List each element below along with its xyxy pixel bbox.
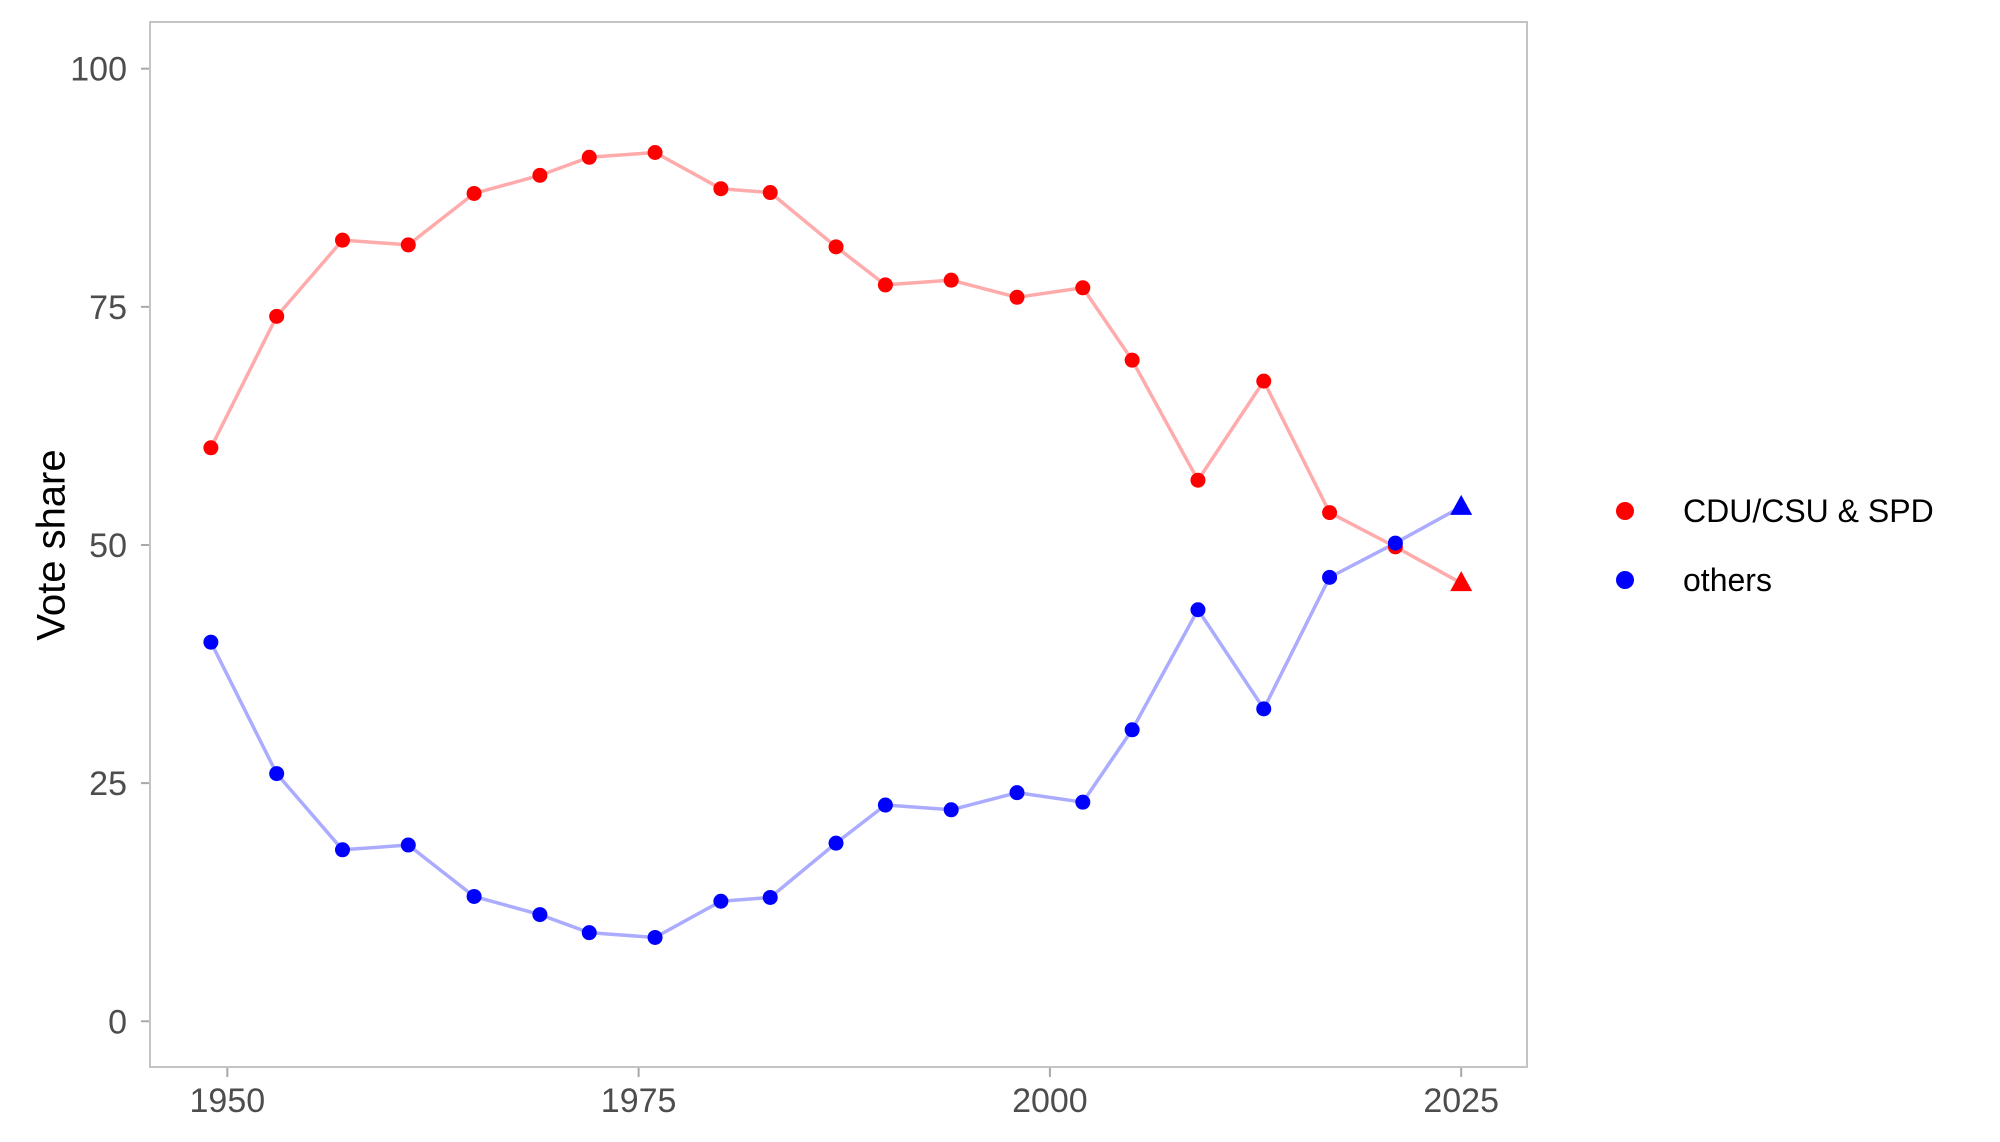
data-point-cducsu-spd bbox=[400, 237, 416, 253]
series-line-others bbox=[209, 505, 1463, 940]
data-point-others bbox=[762, 889, 778, 905]
data-point-others bbox=[334, 842, 350, 858]
data-point-cducsu-spd bbox=[1075, 280, 1091, 296]
data-point-others bbox=[532, 907, 548, 923]
data-point-others bbox=[1124, 722, 1140, 738]
data-point-others bbox=[1322, 569, 1338, 585]
x-tick-label: 2000 bbox=[1012, 1082, 1088, 1120]
y-tick-label: 75 bbox=[89, 289, 127, 327]
x-tick-label: 2025 bbox=[1423, 1082, 1499, 1120]
legend-item-cducsu-spd: CDU/CSU & SPD bbox=[1616, 493, 1934, 529]
legend-label-others: others bbox=[1683, 561, 1772, 598]
y-tick-label: 50 bbox=[89, 527, 127, 565]
data-point-cducsu-spd bbox=[877, 277, 893, 293]
legend-item-others: others bbox=[1616, 562, 1934, 598]
data-point-cducsu-spd bbox=[466, 185, 482, 201]
data-point-cducsu-spd bbox=[1190, 472, 1206, 488]
data-point-cducsu-spd bbox=[334, 232, 350, 248]
data-point-others bbox=[1009, 785, 1025, 801]
data-point-cducsu-spd bbox=[828, 239, 844, 255]
data-point-cducsu-spd bbox=[1009, 289, 1025, 305]
data-point-cducsu-spd bbox=[762, 185, 778, 201]
data-point-cducsu-spd bbox=[269, 308, 285, 324]
data-point-cducsu-spd bbox=[943, 272, 959, 288]
data-point-cducsu-spd bbox=[581, 149, 597, 165]
data-point-cducsu-spd bbox=[1322, 505, 1338, 521]
legend-swatch-blue-icon bbox=[1616, 571, 1634, 589]
data-point-triangle-cducsu-spd bbox=[1450, 571, 1473, 592]
data-point-triangle-others bbox=[1450, 494, 1473, 515]
legend-label-cducsu-spd: CDU/CSU & SPD bbox=[1683, 492, 1934, 529]
y-axis-title: Vote share bbox=[29, 449, 74, 641]
data-point-others bbox=[828, 835, 844, 851]
data-point-others bbox=[1387, 535, 1403, 551]
data-point-others bbox=[647, 929, 663, 945]
data-point-cducsu-spd bbox=[647, 145, 663, 161]
data-point-others bbox=[581, 925, 597, 941]
data-point-cducsu-spd bbox=[1256, 373, 1272, 389]
data-point-cducsu-spd bbox=[1124, 352, 1140, 368]
series-line-cducsu-spd bbox=[209, 150, 1463, 585]
data-point-cducsu-spd bbox=[532, 167, 548, 183]
data-point-others bbox=[943, 802, 959, 818]
legend-swatch-red-icon bbox=[1616, 502, 1634, 520]
y-tick-label: 100 bbox=[70, 51, 127, 89]
data-point-others bbox=[269, 766, 285, 782]
data-point-others bbox=[1256, 701, 1272, 717]
data-point-others bbox=[877, 797, 893, 813]
data-point-others bbox=[713, 893, 729, 909]
data-point-cducsu-spd bbox=[203, 440, 219, 456]
y-tick-label: 25 bbox=[89, 765, 127, 803]
y-tick-label: 0 bbox=[108, 1003, 127, 1041]
x-tick-label: 1950 bbox=[190, 1082, 266, 1120]
x-tick-label: 1975 bbox=[601, 1082, 677, 1120]
data-point-others bbox=[466, 888, 482, 904]
data-point-others bbox=[203, 634, 219, 650]
data-point-cducsu-spd bbox=[713, 181, 729, 197]
data-point-others bbox=[1075, 794, 1091, 810]
data-point-others bbox=[400, 837, 416, 853]
legend: CDU/CSU & SPD others bbox=[1616, 493, 1934, 598]
plot-panel-border bbox=[149, 21, 1528, 1068]
data-point-others bbox=[1190, 602, 1206, 618]
